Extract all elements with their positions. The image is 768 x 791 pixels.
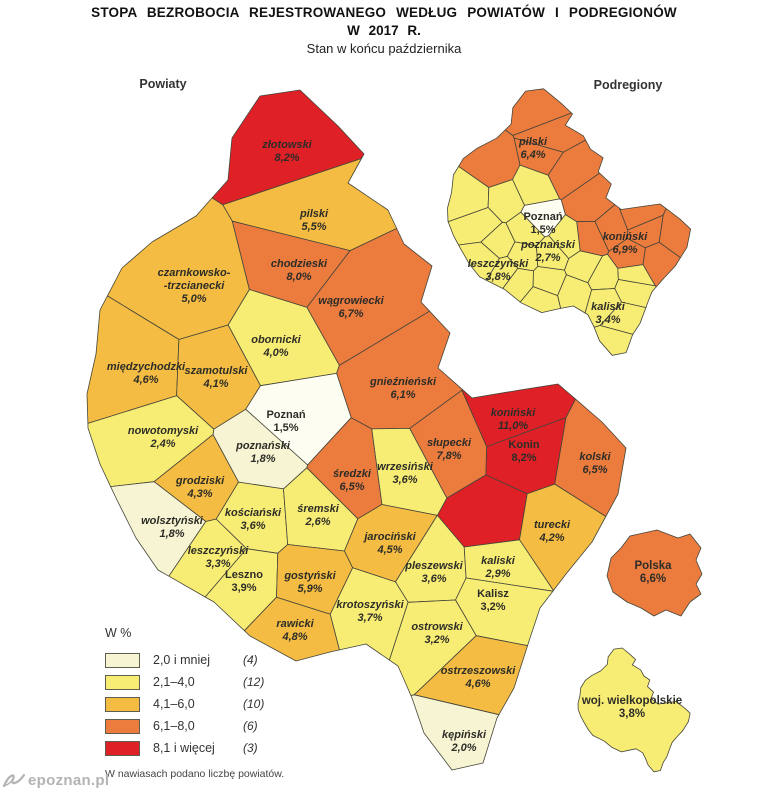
powiaty-map-title: Powiaty: [139, 77, 187, 91]
podregion-cell: [658, 208, 691, 259]
region-label: leszczyński 3,8%: [468, 258, 529, 283]
legend: W % 2,0 i mniej (4) 2,1–4,0 (12) 4,1–6,0 (10)…: [105, 626, 340, 780]
powiat-cell: [110, 481, 207, 577]
region-label: koniński 11,0%: [491, 407, 537, 432]
region-label: krotoszyński 3,7%: [336, 599, 404, 624]
region-label: woj. wielkopolskie 3,8%: [581, 695, 682, 720]
legend-row: 8,1 i więcej (3): [105, 737, 340, 759]
page-title: STOPA BEZROBOCIA REJESTROWANEGO WEDŁUG P…: [91, 5, 677, 20]
powiat-cell: [211, 89, 365, 206]
region-label: chodzieski 8,0%: [271, 258, 328, 283]
region-label: poznański 2,7%: [520, 239, 576, 264]
region-label: kaliski 2,9%: [481, 555, 516, 580]
legend-count: (6): [243, 719, 258, 733]
region-label: gostyński 5,9%: [283, 570, 336, 595]
legend-row: 2,1–4,0 (12): [105, 671, 340, 693]
region-label: ostrowski 3,2%: [411, 621, 463, 646]
wielkopolska-silhouette: [577, 647, 691, 773]
podregion-cell: [519, 286, 561, 314]
legend-row: 4,1–6,0 (10): [105, 693, 340, 715]
legend-count: (10): [243, 697, 265, 711]
region-label: kępiński 2,0%: [442, 729, 487, 754]
region-label: grodziski 4,3%: [175, 475, 225, 500]
legend-range-label: 6,1–8,0: [153, 719, 195, 733]
region-label: pilski 6,4%: [518, 136, 548, 161]
region-label: nowotomyski 2,4%: [128, 425, 199, 450]
legend-swatch: [105, 674, 140, 690]
legend-row: 2,0 i mniej (4): [105, 649, 340, 671]
podregion-cell: [458, 241, 500, 281]
region-label: Kalisz 3,2%: [477, 588, 509, 613]
region-label: gnieźnieński 6,1%: [369, 376, 437, 401]
region-label: pilski 5,5%: [299, 208, 329, 233]
legend-range-label: 2,1–4,0: [153, 675, 195, 689]
region-label: złotowski 8,2%: [261, 139, 312, 164]
powiat-cell: [410, 694, 500, 771]
watermark: epoznan.pl: [2, 771, 109, 789]
legend-swatch: [105, 740, 140, 756]
region-label: wolsztyński 1,8%: [141, 515, 204, 540]
podregion-cell: [557, 274, 592, 314]
legend-count: (4): [243, 653, 258, 667]
legend-range-label: 2,0 i mniej: [153, 653, 210, 667]
powiat-cell: [329, 567, 409, 661]
region-label: ostrzeszowski 4,6%: [441, 665, 517, 690]
region-label: Poznań 1,5%: [266, 409, 305, 434]
region-label: kaliski 3,4%: [591, 301, 626, 326]
legend-row: 6,1–8,0 (6): [105, 715, 340, 737]
region-label: koniński 6,9%: [603, 231, 649, 256]
watermark-text: epoznan.pl: [28, 771, 110, 789]
region-label: kościański 3,6%: [225, 507, 282, 532]
podregiony-map-title: Podregiony: [593, 78, 663, 92]
legend-range-label: 8,1 i więcej: [153, 741, 215, 755]
legend-count: (12): [243, 675, 265, 689]
region-label: obornicki 4,0%: [251, 334, 301, 359]
region-label: Leszno 3,9%: [225, 569, 263, 594]
region-label: rawicki 4,8%: [276, 618, 314, 643]
epoznan-logo-icon: [2, 773, 26, 788]
region-label: wrzesiński 3,6%: [377, 461, 434, 486]
region-label: Konin 8,2%: [508, 439, 539, 464]
powiat-cell: [554, 398, 627, 517]
region-label: Polska 6,6%: [634, 560, 672, 585]
powiat-cell: [243, 596, 340, 662]
region-label: śremski 2,6%: [297, 503, 340, 528]
region-label: jarociński 4,5%: [362, 531, 416, 556]
region-label: szamotulski 4,1%: [185, 365, 249, 390]
legend-count: (3): [243, 741, 258, 755]
legend-title: W %: [105, 626, 132, 640]
region-label: leszczyński 3,3%: [188, 545, 249, 570]
region-label: czarnkowsko--trzcianecki 5,0%: [158, 267, 231, 305]
region-label: średzki 6,5%: [333, 468, 372, 493]
region-label: poznański 1,8%: [235, 440, 291, 465]
region-label: pleszewski 3,6%: [404, 560, 463, 585]
page-title-year: W 2017 R.: [347, 23, 421, 38]
region-label: wągrowiecki 6,7%: [318, 295, 384, 320]
legend-range-label: 4,1–6,0: [153, 697, 195, 711]
poland-silhouette: [606, 529, 703, 617]
title-block: STOPA BEZROBOCIA REJESTROWANEGO WEDŁUG P…: [0, 5, 768, 56]
region-label: międzychodzki 4,6%: [107, 361, 186, 386]
legend-swatch: [105, 718, 140, 734]
region-label: turecki 4,2%: [534, 519, 571, 544]
podregion-cell: [593, 325, 634, 356]
legend-swatch: [105, 696, 140, 712]
legend-swatch: [105, 652, 140, 668]
page-subtitle: Stan w końcu października: [306, 41, 462, 56]
legend-footnote: W nawiasach podano liczbę powiatów.: [105, 768, 285, 780]
legend-rows: 2,0 i mniej (4) 2,1–4,0 (12) 4,1–6,0 (10) 6,1–…: [105, 649, 340, 759]
region-label: słupecki 7,8%: [427, 437, 472, 462]
region-label: kolski 6,5%: [579, 451, 611, 476]
region-label: Poznań 1,5%: [523, 211, 562, 236]
